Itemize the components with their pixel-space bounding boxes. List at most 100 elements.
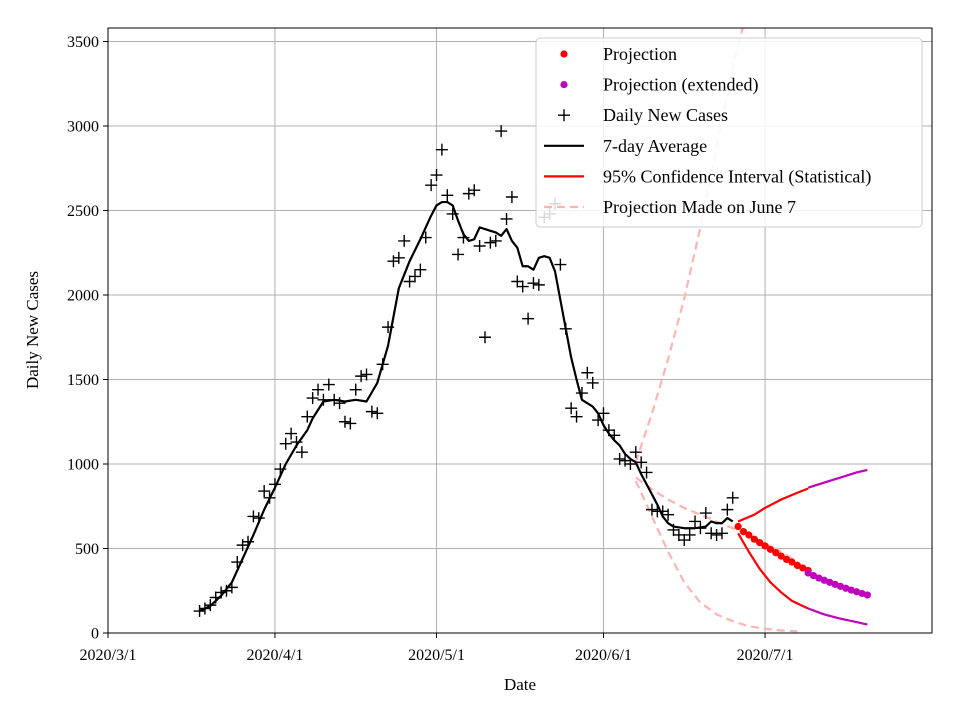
data-point-daily (344, 417, 357, 430)
legend-label-projection: Projection (603, 44, 677, 64)
data-point-daily (425, 179, 438, 192)
data-point-daily (209, 591, 222, 604)
legend: Projection Projection (extended) Daily New… (535, 37, 923, 228)
series-line-june7 (635, 476, 798, 563)
y-tick-label: 1500 (67, 372, 99, 389)
data-point-daily (473, 240, 486, 253)
data-point-daily (225, 581, 238, 594)
data-point-projection (777, 552, 785, 560)
data-point-daily (635, 456, 648, 469)
data-point-daily (247, 510, 260, 523)
data-point-daily (306, 392, 319, 405)
data-point-daily (554, 258, 567, 271)
data-point-daily (360, 368, 373, 381)
data-point-daily (198, 602, 211, 615)
series-line-average (199, 200, 734, 613)
data-point-daily (710, 528, 723, 541)
data-point-projection (799, 564, 807, 572)
data-point-daily (581, 366, 594, 379)
y-tick-label: 1000 (67, 457, 99, 474)
data-point-daily (489, 234, 502, 247)
legend-label-ci: 95% Confidence Interval (Statistical) (603, 166, 871, 187)
data-point-projection (772, 549, 780, 557)
series-line-ci_extended (807, 607, 868, 626)
data-point-daily (624, 458, 637, 471)
x-tick-label: 2020/3/1 (80, 647, 137, 664)
legend-label-daily: Daily New Cases (603, 105, 728, 125)
data-point-daily (505, 190, 518, 203)
data-point-daily (575, 387, 588, 400)
data-point-daily (468, 184, 481, 197)
legend-label-average: 7-day Average (603, 136, 707, 156)
data-point-projection_extended (804, 569, 812, 577)
data-point-daily (527, 277, 540, 290)
y-axis: 0 500 1000 1500 2000 2500 3000 3500 (67, 34, 108, 643)
data-point-daily (215, 586, 228, 599)
data-point-daily (683, 528, 696, 541)
legend-label-june7: Projection Made on June 7 (603, 197, 796, 217)
data-point-daily (403, 275, 416, 288)
data-point-daily (231, 556, 244, 569)
data-point-daily (484, 236, 497, 249)
data-point-daily (295, 446, 308, 459)
data-point-daily (516, 280, 529, 293)
data-point-daily (435, 143, 448, 156)
legend-label-projection_extended: Projection (extended) (603, 75, 758, 96)
data-point-daily (242, 535, 255, 548)
data-point-daily (457, 231, 470, 244)
y-tick-label: 500 (75, 541, 99, 558)
data-point-daily (193, 605, 206, 618)
y-tick-label: 0 (91, 626, 99, 643)
data-point-daily (629, 446, 642, 459)
data-point-daily (430, 169, 443, 182)
data-point-daily (376, 358, 389, 371)
data-point-projection_extended (863, 591, 871, 599)
data-point-daily (452, 248, 465, 261)
data-point-daily (715, 527, 728, 540)
data-point-projection (750, 535, 758, 543)
data-point-daily (694, 522, 707, 535)
data-point-projection (745, 531, 753, 539)
data-point-daily (645, 503, 658, 516)
y-tick-label: 2500 (67, 203, 99, 220)
data-point-daily (258, 485, 271, 498)
series-line-ci (737, 532, 809, 610)
legend-swatch-projection (560, 50, 568, 58)
data-point-daily (699, 507, 712, 520)
data-point-daily (511, 275, 524, 288)
x-tick-label: 2020/5/1 (408, 647, 465, 664)
data-point-daily (204, 599, 217, 612)
data-point-daily (602, 424, 615, 437)
x-axis: 2020/3/1 2020/4/1 2020/5/1 2020/6/1 2020/7/1 (80, 633, 793, 664)
data-point-daily (279, 437, 292, 450)
data-point-projection (782, 555, 791, 564)
data-point-daily (522, 312, 535, 325)
data-point-projection (793, 561, 801, 570)
x-tick-label: 2020/4/1 (247, 647, 304, 664)
data-point-daily (382, 321, 395, 334)
data-point-daily (597, 407, 610, 420)
y-tick-label: 2000 (67, 288, 99, 305)
data-point-daily (387, 255, 400, 268)
data-point-daily (322, 378, 335, 391)
data-point-daily (371, 407, 384, 420)
data-point-daily (565, 402, 578, 415)
data-point-daily (252, 512, 265, 525)
data-point-daily (408, 270, 421, 283)
series-line-june7 (634, 480, 798, 633)
y-tick-label: 3500 (67, 34, 99, 51)
data-point-daily (392, 251, 405, 264)
data-point-daily (640, 466, 653, 479)
data-point-daily (333, 397, 346, 410)
data-point-projection (788, 558, 796, 566)
data-point-daily (290, 436, 303, 449)
data-point-daily (285, 427, 298, 440)
data-point-daily (349, 383, 362, 396)
data-point-daily (446, 207, 459, 220)
data-point-daily (570, 410, 583, 423)
data-point-projection (761, 542, 769, 550)
data-point-projection (734, 522, 742, 531)
legend-swatch-daily (558, 109, 570, 122)
data-point-daily (268, 478, 281, 491)
data-point-daily (365, 405, 378, 418)
